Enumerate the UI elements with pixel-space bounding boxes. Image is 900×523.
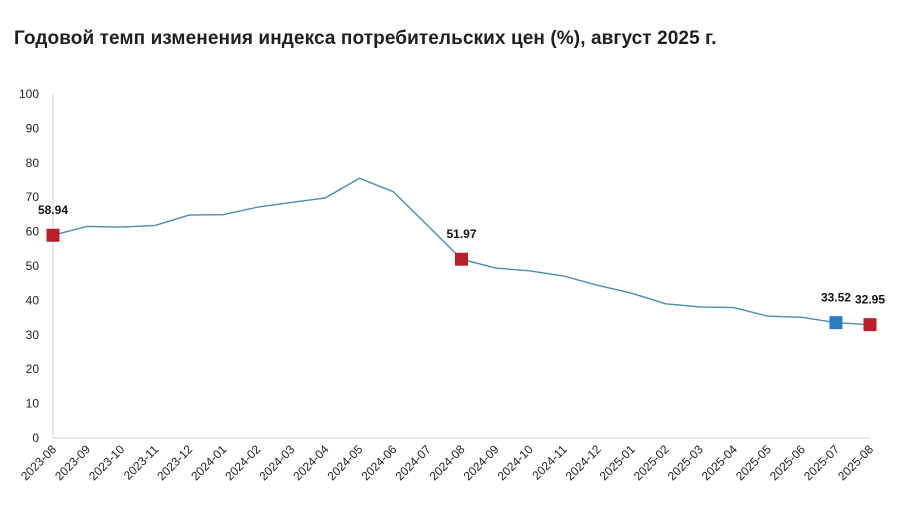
x-tick-label: 2025-01 — [597, 442, 638, 483]
highlight-marker — [46, 228, 60, 242]
y-tick-label: 60 — [26, 225, 40, 239]
highlight-marker — [455, 252, 468, 266]
data-label: 51.97 — [446, 227, 476, 241]
x-tick-label: 2024-01 — [188, 442, 229, 483]
x-tick-label: 2023-09 — [52, 442, 93, 483]
y-tick-label: 80 — [26, 156, 40, 170]
axes — [52, 94, 870, 439]
x-tick-label: 2025-07 — [801, 442, 842, 483]
x-tick-label: 2024-07 — [393, 442, 434, 483]
x-tick-label: 2024-04 — [290, 442, 331, 483]
x-tick-label: 2024-02 — [222, 442, 263, 483]
y-tick-label: 90 — [26, 121, 40, 135]
x-tick-label: 2024-05 — [324, 442, 365, 483]
chart-title: Годовой темп изменения индекса потребите… — [14, 28, 717, 49]
y-tick-label: 70 — [26, 190, 40, 204]
x-tick-label: 2024-11 — [529, 442, 570, 483]
series-line — [52, 177, 871, 326]
y-axis-ticks: 0 10 20 30 40 50 60 70 80 90 100 — [19, 87, 39, 445]
highlight-marker — [829, 316, 843, 330]
x-tick-label: 2024-12 — [563, 442, 604, 483]
y-tick-label: 10 — [26, 397, 40, 411]
y-tick-label: 40 — [26, 293, 40, 307]
highlight-markers — [46, 228, 877, 332]
y-tick-label: 20 — [26, 362, 40, 376]
highlight-marker — [863, 318, 877, 332]
y-tick-label: 100 — [19, 87, 39, 101]
x-tick-label: 2025-06 — [767, 442, 808, 483]
x-tick-label: 2023-08 — [18, 442, 59, 483]
x-tick-label: 2024-03 — [256, 442, 297, 483]
x-axis-ticks: 2023-082023-092023-102023-112023-122024-… — [18, 442, 876, 483]
series-lines — [52, 177, 871, 326]
x-tick-label: 2024-08 — [427, 442, 468, 483]
data-label: 58.94 — [38, 203, 68, 217]
data-labels: 58.94 51.97 33.52 32.95 — [38, 203, 885, 306]
x-tick-label: 2023-10 — [86, 442, 127, 483]
x-tick-label: 2024-09 — [461, 442, 502, 483]
x-tick-label: 2023-11 — [121, 442, 162, 483]
x-tick-label: 2025-08 — [835, 442, 876, 483]
data-label: 32.95 — [855, 293, 885, 307]
x-tick-label: 2025-03 — [665, 442, 706, 483]
x-tick-label: 2025-04 — [699, 442, 740, 483]
x-tick-label: 2024-10 — [495, 442, 536, 483]
x-tick-label: 2024-06 — [358, 442, 399, 483]
x-tick-label: 2025-05 — [733, 442, 774, 483]
x-tick-label: 2023-12 — [154, 442, 195, 483]
y-tick-label: 30 — [26, 328, 40, 342]
data-label: 33.52 — [821, 291, 851, 305]
y-tick-label: 0 — [32, 431, 39, 445]
y-tick-label: 50 — [26, 259, 40, 273]
x-tick-label: 2025-02 — [631, 442, 672, 483]
